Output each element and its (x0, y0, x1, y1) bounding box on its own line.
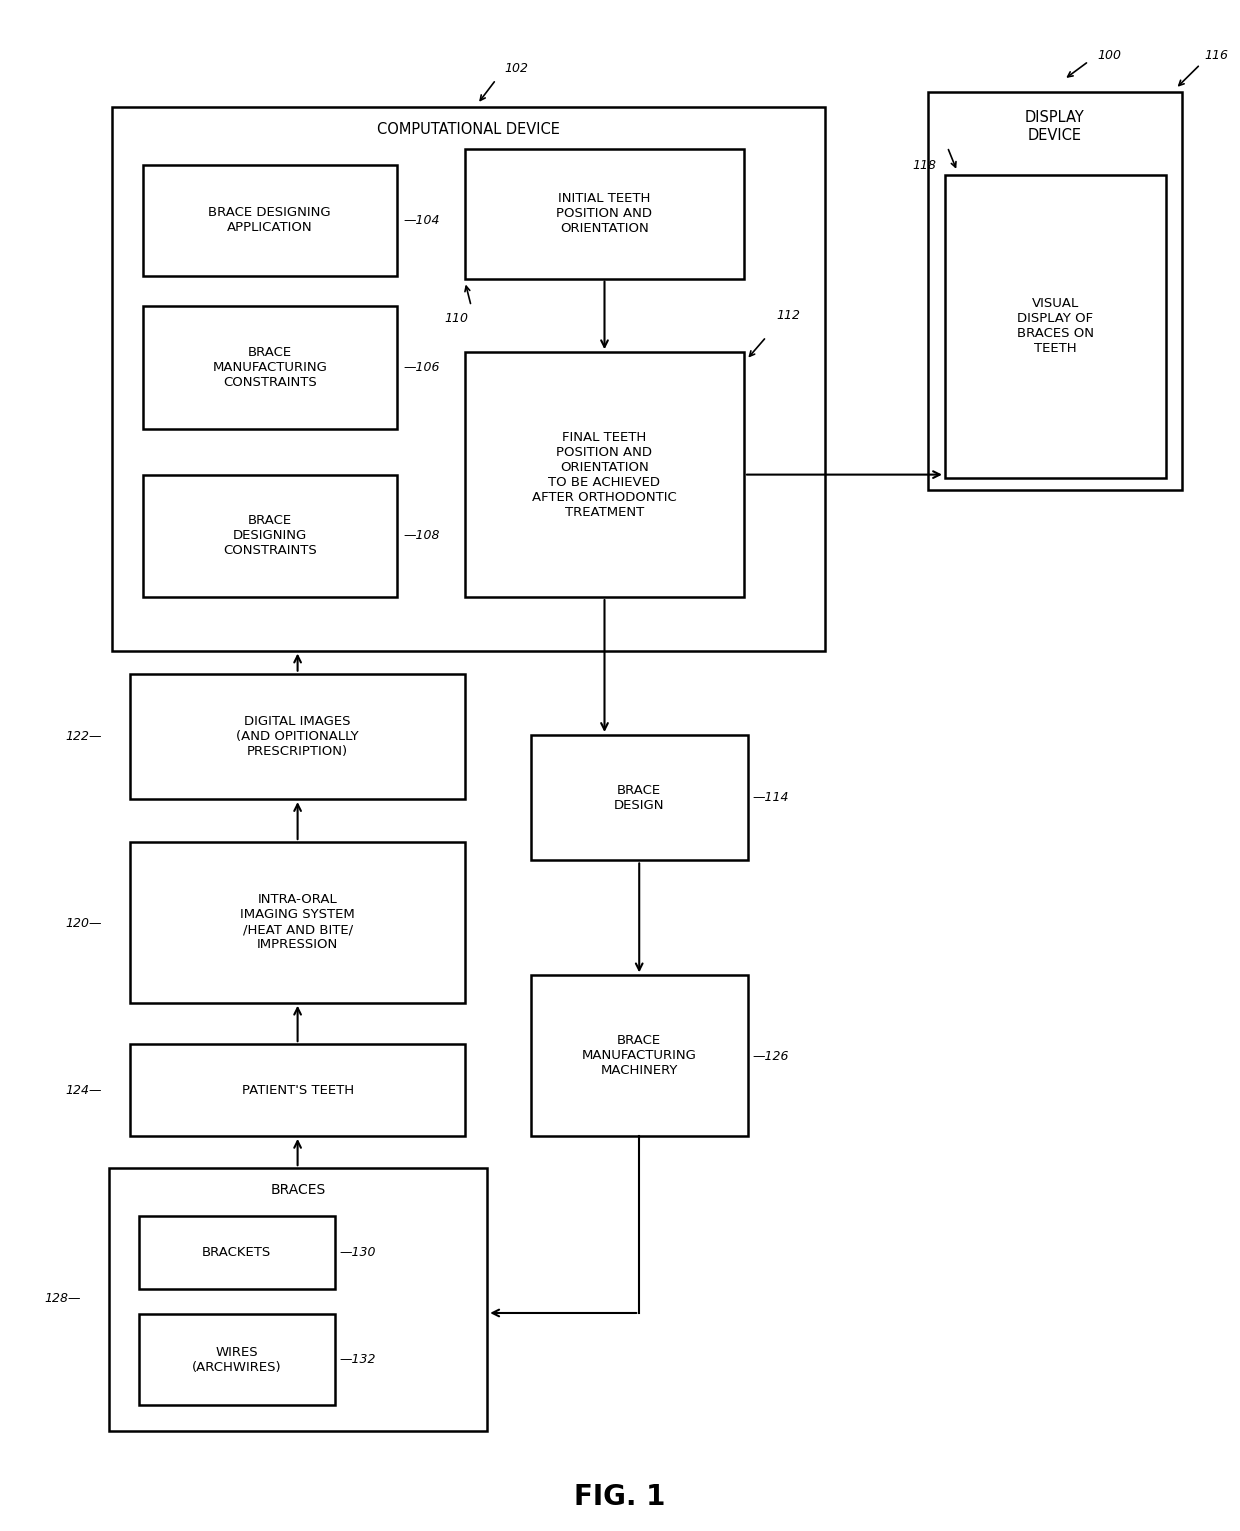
Text: 100: 100 (1097, 49, 1121, 61)
Bar (112, 107, 825, 651)
Bar (143, 306, 397, 429)
Bar (928, 92, 1182, 490)
Bar (130, 1044, 465, 1136)
Text: BRACE
DESIGN: BRACE DESIGN (614, 784, 665, 811)
Text: —106: —106 (403, 361, 439, 374)
Text: 116: 116 (1204, 49, 1228, 61)
Bar (130, 842, 465, 1003)
Bar (465, 149, 744, 279)
Text: 122—: 122— (66, 730, 102, 743)
Bar (139, 1216, 335, 1289)
Text: VISUAL
DISPLAY OF
BRACES ON
TEETH: VISUAL DISPLAY OF BRACES ON TEETH (1017, 297, 1094, 355)
Text: 118: 118 (913, 159, 936, 171)
Text: 120—: 120— (66, 917, 102, 929)
Text: 102: 102 (505, 63, 528, 75)
Text: BRACE
MANUFACTURING
MACHINERY: BRACE MANUFACTURING MACHINERY (582, 1033, 697, 1078)
Bar (109, 1168, 487, 1431)
Text: BRACES: BRACES (270, 1183, 326, 1197)
Text: FIG. 1: FIG. 1 (574, 1484, 666, 1511)
Bar (531, 975, 748, 1136)
Text: BRACE
MANUFACTURING
CONSTRAINTS: BRACE MANUFACTURING CONSTRAINTS (212, 346, 327, 389)
Bar (143, 165, 397, 276)
Text: 128—: 128— (45, 1292, 81, 1304)
Text: INITIAL TEETH
POSITION AND
ORIENTATION: INITIAL TEETH POSITION AND ORIENTATION (557, 191, 652, 236)
Bar (531, 735, 748, 860)
Text: —132: —132 (340, 1353, 376, 1366)
Text: 112: 112 (776, 309, 800, 322)
Text: DIGITAL IMAGES
(AND OPITIONALLY
PRESCRIPTION): DIGITAL IMAGES (AND OPITIONALLY PRESCRIP… (237, 715, 358, 758)
Bar (143, 475, 397, 597)
Text: —114: —114 (753, 792, 789, 804)
Text: —108: —108 (403, 530, 439, 542)
Text: 124—: 124— (66, 1084, 102, 1096)
Text: WIRES
(ARCHWIRES): WIRES (ARCHWIRES) (192, 1346, 281, 1373)
Text: BRACE
DESIGNING
CONSTRAINTS: BRACE DESIGNING CONSTRAINTS (223, 514, 316, 557)
Text: —126: —126 (753, 1050, 789, 1063)
Text: INTRA-ORAL
IMAGING SYSTEM
/HEAT AND BITE/
IMPRESSION: INTRA-ORAL IMAGING SYSTEM /HEAT AND BITE… (241, 894, 355, 951)
Text: —104: —104 (403, 214, 439, 227)
Bar (465, 352, 744, 597)
Bar (130, 674, 465, 799)
Bar (945, 175, 1166, 478)
Text: FINAL TEETH
POSITION AND
ORIENTATION
TO BE ACHIEVED
AFTER ORTHODONTIC
TREATMENT: FINAL TEETH POSITION AND ORIENTATION TO … (532, 430, 677, 519)
Text: —130: —130 (340, 1246, 376, 1258)
Text: BRACE DESIGNING
APPLICATION: BRACE DESIGNING APPLICATION (208, 207, 331, 234)
Text: BRACKETS: BRACKETS (202, 1246, 272, 1258)
Bar (139, 1314, 335, 1405)
Text: PATIENT'S TEETH: PATIENT'S TEETH (242, 1084, 353, 1096)
Text: DISPLAY
DEVICE: DISPLAY DEVICE (1024, 110, 1085, 142)
Text: COMPUTATIONAL DEVICE: COMPUTATIONAL DEVICE (377, 122, 559, 138)
Text: 110: 110 (444, 312, 467, 325)
